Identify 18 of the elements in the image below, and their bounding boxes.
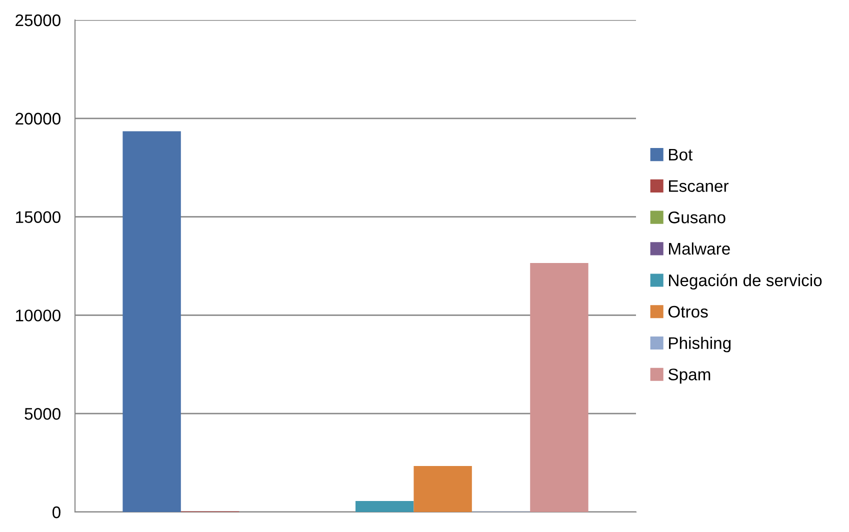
y-tick-label: 20000 bbox=[16, 112, 60, 125]
y-tick-label: 25000 bbox=[16, 14, 60, 26]
bar bbox=[530, 263, 588, 512]
legend-label: Negación de servicio bbox=[669, 274, 822, 290]
bar bbox=[356, 500, 414, 512]
legend-label: Otros bbox=[668, 306, 708, 318]
legend-label: Malware bbox=[669, 242, 730, 255]
y-tick-label: 15000 bbox=[16, 211, 60, 224]
y-tick-label: 10000 bbox=[16, 310, 60, 322]
legend-label: Escaner bbox=[669, 180, 729, 192]
bar bbox=[414, 466, 472, 512]
bar bbox=[122, 131, 181, 512]
y-tick-label: 5000 bbox=[24, 408, 60, 420]
legend-label: Spam bbox=[668, 368, 710, 384]
legend-label: Bot bbox=[669, 148, 693, 161]
y-tick-label: 0 bbox=[52, 506, 60, 518]
legend-label: Phishing bbox=[669, 336, 731, 352]
legend-label: Gusano bbox=[668, 212, 726, 224]
